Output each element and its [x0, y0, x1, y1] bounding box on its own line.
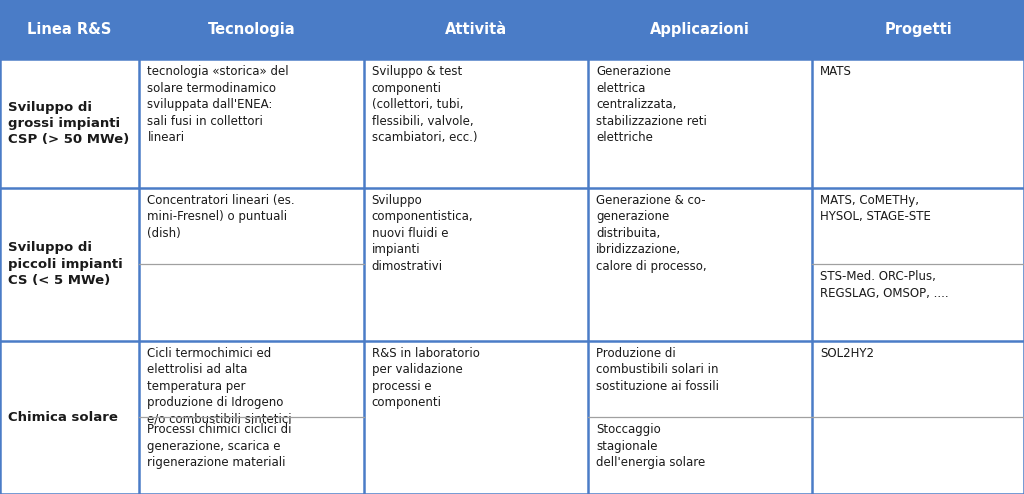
Text: Generazione
elettrica
centralizzata,
stabilizzazione reti
elettriche: Generazione elettrica centralizzata, sta…	[596, 65, 707, 144]
Bar	[364, 0, 588, 59]
Text: Generazione & co-
generazione
distribuita,
ibridizzazione,
calore di processo,: Generazione & co- generazione distribuit…	[596, 194, 707, 273]
Text: Attività: Attività	[444, 22, 507, 37]
Text: Concentratori lineari (es.
mini-Fresnel) o puntuali
(dish): Concentratori lineari (es. mini-Fresnel)…	[147, 194, 295, 240]
Text: SOL2HY2: SOL2HY2	[820, 347, 874, 360]
Bar	[364, 341, 588, 494]
Bar	[588, 341, 812, 494]
Bar	[588, 0, 812, 59]
Text: STS-Med. ORC-Plus,
REGSLAG, OMSOP, ....: STS-Med. ORC-Plus, REGSLAG, OMSOP, ....	[820, 270, 949, 300]
Text: Processi chimici ciclici di
generazione, scarica e
rigenerazione materiali: Processi chimici ciclici di generazione,…	[147, 423, 292, 469]
Text: Produzione di
combustibili solari in
sostituzione ai fossili: Produzione di combustibili solari in sos…	[596, 347, 719, 393]
Text: Applicazioni: Applicazioni	[650, 22, 750, 37]
Text: Progetti: Progetti	[884, 22, 952, 37]
Bar	[364, 59, 588, 188]
Text: MATS, CoMETHy,
HYSOL, STAGE-STE: MATS, CoMETHy, HYSOL, STAGE-STE	[820, 194, 931, 223]
Bar	[588, 59, 812, 188]
Text: Chimica solare: Chimica solare	[8, 411, 118, 424]
Text: Stoccaggio
stagionale
dell'energia solare: Stoccaggio stagionale dell'energia solar…	[596, 423, 706, 469]
Text: Sviluppo
componentistica,
nuovi fluidi e
impianti
dimostrativi: Sviluppo componentistica, nuovi fluidi e…	[372, 194, 473, 273]
Bar	[139, 341, 364, 494]
Bar	[812, 59, 1024, 188]
Bar	[139, 188, 364, 341]
Bar	[588, 188, 812, 341]
Text: Cicli termochimici ed
elettrolisi ad alta
temperatura per
produzione di Idrogeno: Cicli termochimici ed elettrolisi ad alt…	[147, 347, 292, 426]
Text: Linea R&S: Linea R&S	[28, 22, 112, 37]
Bar	[812, 0, 1024, 59]
Bar	[364, 188, 588, 341]
Bar	[139, 0, 364, 59]
Text: Sviluppo di
grossi impianti
CSP (> 50 MWe): Sviluppo di grossi impianti CSP (> 50 MW…	[8, 100, 129, 147]
Bar	[812, 341, 1024, 494]
Text: MATS: MATS	[820, 65, 852, 78]
Bar	[0, 341, 139, 494]
Bar	[0, 188, 139, 341]
Text: tecnologia «storica» del
solare termodinamico
sviluppata dall'ENEA:
sali fusi in: tecnologia «storica» del solare termodin…	[147, 65, 289, 144]
Text: Sviluppo & test
componenti
(collettori, tubi,
flessibili, valvole,
scambiatori, : Sviluppo & test componenti (collettori, …	[372, 65, 477, 144]
Text: R&S in laboratorio
per validazione
processi e
componenti: R&S in laboratorio per validazione proce…	[372, 347, 479, 410]
Text: Tecnologia: Tecnologia	[208, 22, 295, 37]
Bar	[0, 59, 139, 188]
Bar	[0, 0, 139, 59]
Bar	[139, 59, 364, 188]
Bar	[812, 188, 1024, 341]
Text: Sviluppo di
piccoli impianti
CS (< 5 MWe): Sviluppo di piccoli impianti CS (< 5 MWe…	[8, 241, 123, 288]
